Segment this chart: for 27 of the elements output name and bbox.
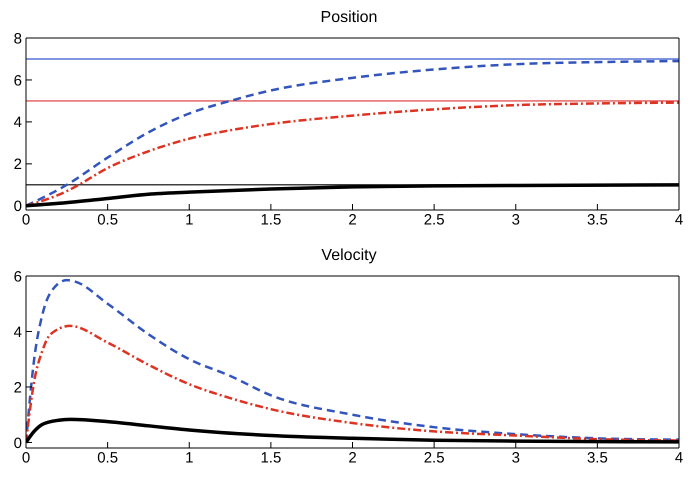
x-tick-label: 2.5: [424, 212, 445, 229]
x-tick-label: 3: [512, 212, 520, 229]
x-tick-label: 4: [674, 212, 684, 229]
y-tick-label: 4: [14, 114, 22, 132]
x-tick-label: 3.5: [586, 212, 608, 229]
x-tick-label: 0.5: [97, 450, 118, 467]
x-tick-label: 3.5: [586, 450, 608, 467]
y-tick-label: 6: [14, 72, 22, 90]
x-tick-label: 1.5: [260, 450, 282, 467]
x-tick-label: 2: [348, 212, 357, 229]
y-tick-label: 8: [14, 30, 22, 48]
chart-title: Position: [320, 8, 378, 28]
x-tick-label: 3: [512, 450, 520, 467]
x-tick-label: 4: [674, 450, 684, 467]
x-tick-label: 1.5: [260, 212, 282, 229]
x-tick-label: 2: [348, 450, 357, 467]
y-tick-label: 2: [14, 156, 22, 174]
x-tick-label: 1: [185, 450, 194, 467]
y-tick-label: 0: [14, 434, 22, 452]
x-tick-label: 2.5: [424, 450, 445, 467]
y-tick-label: 2: [14, 379, 22, 396]
y-tick-label: 4: [14, 324, 22, 341]
x-tick-label: 0.5: [97, 212, 118, 229]
chart-title: Velocity: [320, 246, 378, 266]
y-tick-label: 0: [14, 198, 22, 216]
y-tick-label: 6: [14, 268, 22, 286]
x-tick-label: 1: [185, 212, 194, 229]
